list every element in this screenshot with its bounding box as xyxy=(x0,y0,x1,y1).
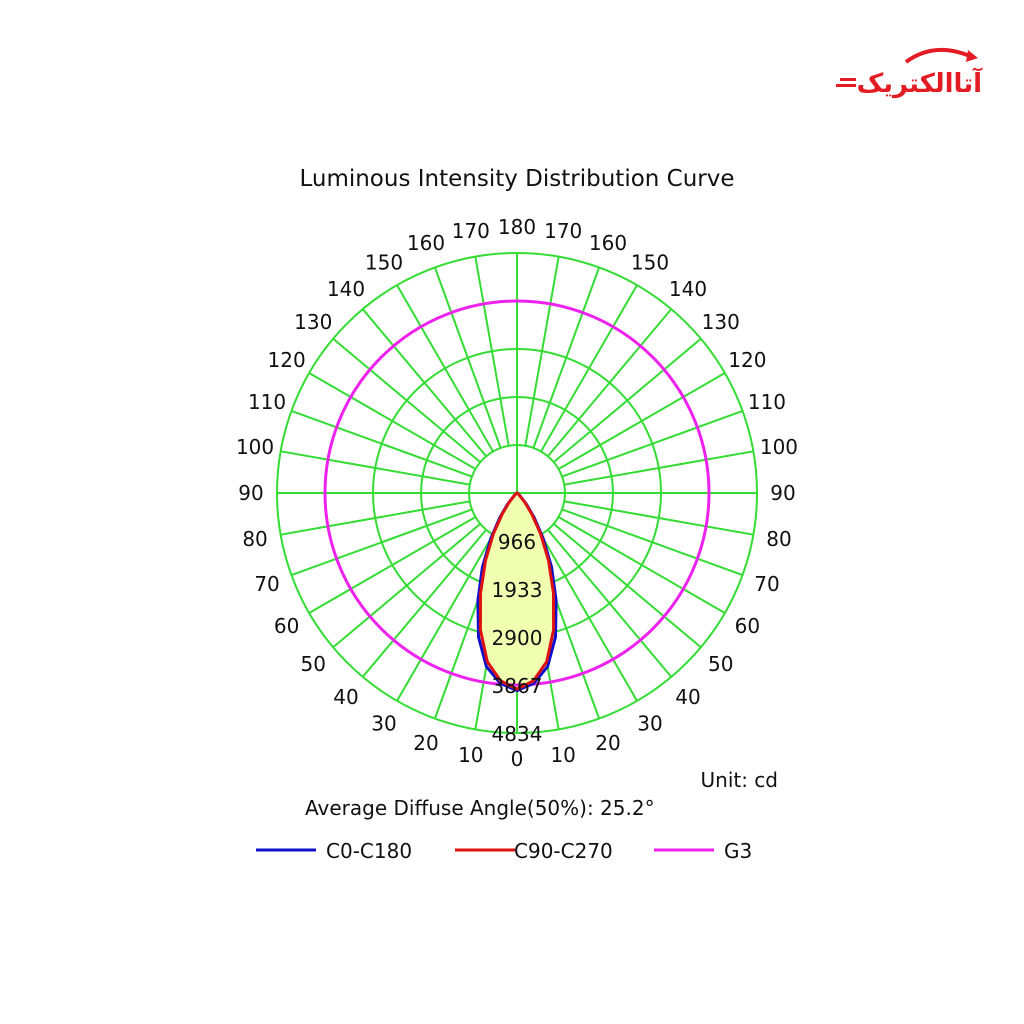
angle-label: 0 xyxy=(511,747,524,771)
brand-logo: آتاالکتریک xyxy=(836,47,983,99)
angle-label: 40 xyxy=(333,685,358,709)
grid-spoke xyxy=(564,450,754,486)
legend: C0-C180 C90-C270 G3 xyxy=(256,839,752,863)
grid-spoke xyxy=(361,529,487,678)
grid-spoke xyxy=(553,337,702,463)
chart-title: Luminous Intensity Distribution Curve xyxy=(299,166,734,192)
grid-spoke xyxy=(524,256,560,446)
angle-label: 50 xyxy=(708,652,733,676)
angle-label: 10 xyxy=(550,743,575,767)
angle-label: 70 xyxy=(754,572,779,596)
angle-label: 10 xyxy=(458,743,483,767)
angle-label: 110 xyxy=(748,390,786,414)
radial-tick-label: 2900 xyxy=(492,626,543,650)
series-c90-c270 xyxy=(478,491,556,691)
angle-label: 20 xyxy=(413,731,438,755)
radial-tick-label: 4834 xyxy=(492,722,543,746)
grid-spoke xyxy=(396,284,494,452)
grid-spoke xyxy=(332,523,481,649)
angle-label: 70 xyxy=(254,572,279,596)
curves xyxy=(323,299,711,693)
series-g3 xyxy=(323,299,711,687)
angle-label: 100 xyxy=(236,435,274,459)
legend-label-c90-c270: C90-C270 xyxy=(514,839,613,863)
angle-label: 100 xyxy=(760,435,798,459)
grid-spoke xyxy=(280,500,470,536)
grid-spoke xyxy=(553,523,702,649)
angle-label: 30 xyxy=(371,711,396,735)
grid-spoke xyxy=(540,284,638,452)
grid-spoke xyxy=(308,516,476,614)
grid-spoke xyxy=(396,534,494,702)
angle-label: 120 xyxy=(728,348,766,372)
grid-spoke xyxy=(564,500,754,536)
radial-tick-label: 3867 xyxy=(492,674,543,698)
grid-spoke xyxy=(561,508,743,577)
angle-label: 40 xyxy=(675,685,700,709)
grid-spoke xyxy=(291,409,473,478)
grid-spoke xyxy=(361,308,487,457)
angle-label: 30 xyxy=(637,711,662,735)
radial-tick-label: 966 xyxy=(498,530,536,554)
angle-label: 120 xyxy=(268,348,306,372)
grid-spoke xyxy=(474,256,510,446)
grid-spoke xyxy=(558,516,726,614)
angle-label: 140 xyxy=(669,277,707,301)
angle-label: 140 xyxy=(327,277,365,301)
angle-label: 160 xyxy=(407,231,445,255)
logo-speed-line-icon xyxy=(840,78,856,81)
logo-arrow-icon xyxy=(966,50,978,62)
angle-label: 80 xyxy=(242,527,267,551)
angle-label: 60 xyxy=(274,614,299,638)
grid-spoke xyxy=(547,529,673,678)
angle-label: 180 xyxy=(498,215,536,239)
logo-swoosh-icon xyxy=(904,47,975,64)
legend-label-c0-c180: C0-C180 xyxy=(326,839,412,863)
grid-spoke xyxy=(547,308,673,457)
unit-label: Unit: cd xyxy=(701,768,779,792)
logo-speed-line-icon xyxy=(836,84,856,87)
grid-spoke xyxy=(308,372,476,470)
angle-label: 150 xyxy=(365,251,403,275)
grid-spoke xyxy=(558,372,726,470)
logo-text: آتاالکتریک xyxy=(857,67,983,99)
angle-label: 80 xyxy=(766,527,791,551)
grid-spoke xyxy=(291,508,473,577)
grid-spoke xyxy=(280,450,470,486)
angle-label: 150 xyxy=(631,251,669,275)
angle-label: 130 xyxy=(702,310,740,334)
angle-label: 110 xyxy=(248,390,286,414)
angle-label: 90 xyxy=(770,481,795,505)
diffuse-angle-label: Average Diffuse Angle(50%): 25.2° xyxy=(305,796,655,820)
legend-label-g3: G3 xyxy=(724,839,752,863)
grid-spoke xyxy=(532,267,601,449)
radial-tick-label: 1933 xyxy=(492,578,543,602)
angle-labels: 0 102030405060708090100110120130140150160… xyxy=(236,215,798,771)
grid-spoke xyxy=(332,337,481,463)
grid-spoke xyxy=(433,267,502,449)
radial-tick-labels: 966 1933 2900 3867 4834 xyxy=(492,530,543,746)
angle-label: 170 xyxy=(452,219,490,243)
grid-spoke xyxy=(540,534,638,702)
grid-spoke xyxy=(561,409,743,478)
angle-label: 60 xyxy=(735,614,760,638)
angle-label: 20 xyxy=(595,731,620,755)
angle-label: 160 xyxy=(589,231,627,255)
angle-label: 170 xyxy=(544,219,582,243)
angle-label: 90 xyxy=(238,481,263,505)
angle-label: 130 xyxy=(294,310,332,334)
angle-label: 50 xyxy=(301,652,326,676)
lobe-fill xyxy=(477,493,557,691)
